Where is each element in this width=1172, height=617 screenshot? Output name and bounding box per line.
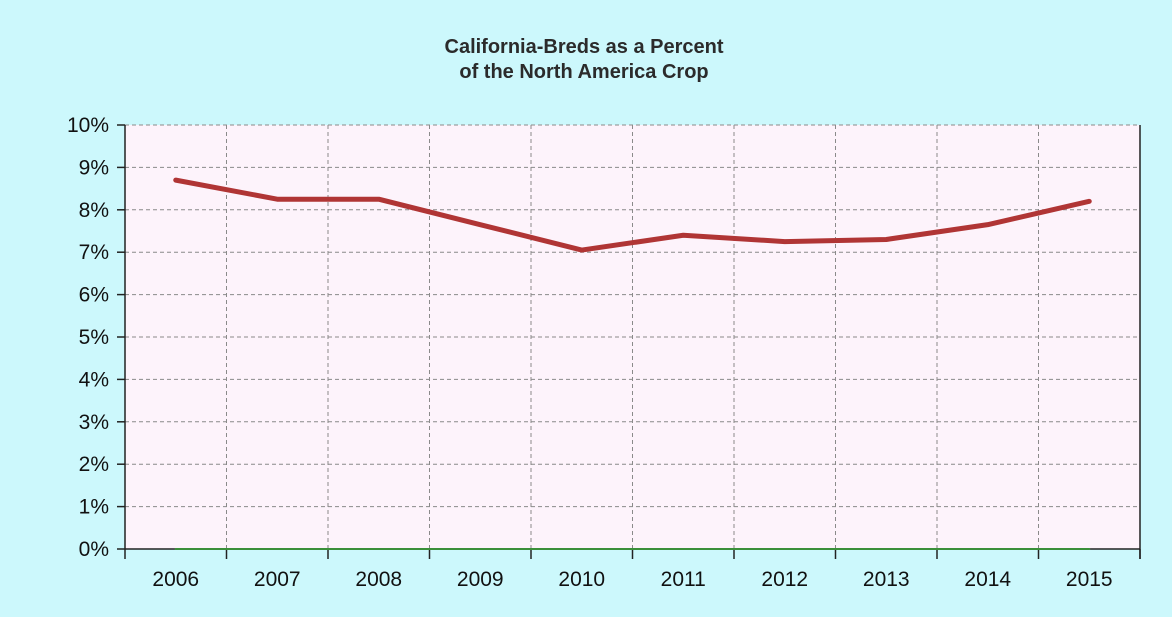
y-tick-label: 2%: [79, 453, 109, 476]
x-tick-labels: 2006 2007 2008 2009 2010 2011 2012 2013 2014 2015: [152, 568, 1112, 591]
y-tick-label: 0%: [79, 538, 109, 561]
y-tick-label: 6%: [79, 284, 109, 307]
y-tick-label: 1%: [79, 496, 109, 519]
chart-title-line-1: California-Breds as a Percent: [445, 36, 724, 58]
data-point: [1088, 548, 1090, 550]
data-point: [275, 197, 280, 202]
y-tick-labels: 0% 1% 2% 3% 4% 5% 6% 7% 8% 9% 10%: [67, 114, 109, 561]
y-tick-label: 7%: [79, 241, 109, 264]
x-tick-label: 2015: [1066, 568, 1113, 591]
x-tick-label: 2013: [863, 568, 910, 591]
x-tick-label: 2012: [761, 568, 808, 591]
series-lines: [173, 177, 1092, 550]
data-point: [173, 178, 178, 183]
y-tick-label: 5%: [79, 326, 109, 349]
data-point: [479, 548, 481, 550]
y-tick-label: 3%: [79, 411, 109, 434]
chart-title-line-2: of the North America Crop: [459, 61, 708, 83]
data-point: [478, 222, 483, 227]
data-point: [378, 548, 380, 550]
y-tick-label: 4%: [79, 368, 109, 391]
data-point: [376, 197, 381, 202]
data-point: [985, 222, 990, 227]
x-tick-label: 2011: [661, 568, 706, 591]
data-point: [579, 248, 584, 253]
data-point: [884, 237, 889, 242]
x-tick-label: 2014: [964, 568, 1011, 591]
data-point: [175, 548, 177, 550]
y-tick-label: 9%: [79, 156, 109, 179]
data-point: [784, 548, 786, 550]
data-point: [276, 548, 278, 550]
data-point: [782, 239, 787, 244]
data-point: [1087, 199, 1092, 204]
x-tick-label: 2008: [355, 568, 402, 591]
grid-lines: [125, 124, 1140, 549]
y-tick-label: 8%: [79, 199, 109, 222]
data-point: [987, 548, 989, 550]
x-tick-label: 2010: [558, 568, 605, 591]
series-line-california_breds: [173, 177, 1092, 253]
x-tick-label: 2006: [152, 568, 199, 591]
x-tick-label: 2009: [457, 568, 504, 591]
data-point: [581, 548, 583, 550]
data-point: [681, 233, 686, 238]
y-tick-label: 10%: [67, 114, 109, 137]
data-point: [885, 548, 887, 550]
data-point: [682, 548, 684, 550]
x-tick-label: 2007: [254, 568, 301, 591]
